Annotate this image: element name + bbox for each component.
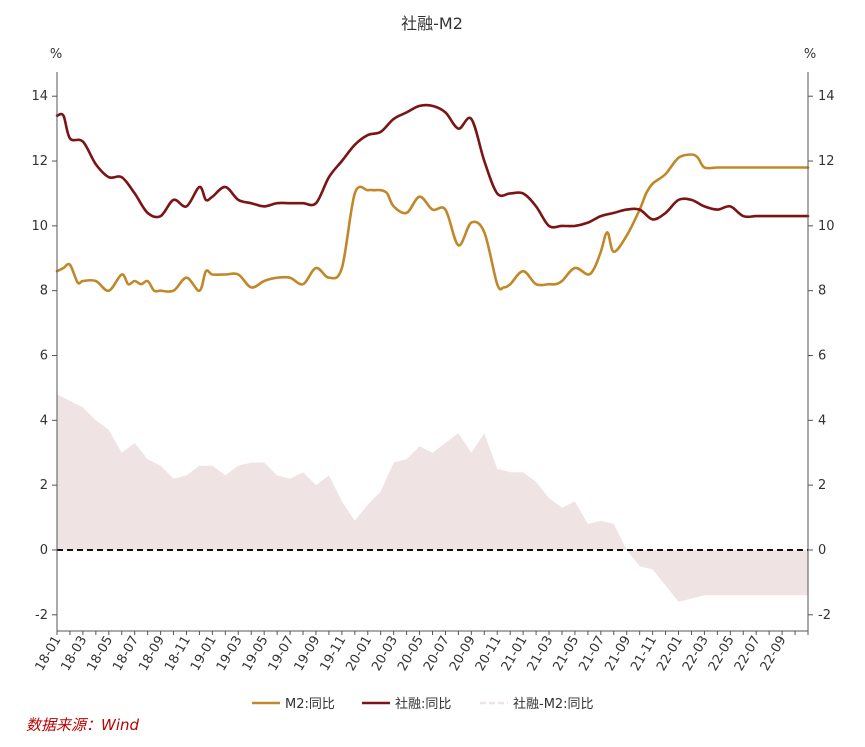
chart-title: 社融-M2 [401,14,463,33]
legend-label-tsf: 社融:同比 [395,696,451,712]
x-tick-label: 22-09 [758,634,790,674]
legend-item-diff: 社融-M2:同比 [480,696,594,712]
legend-label-diff: 社融-M2:同比 [513,696,594,712]
y-tick-label-right: 0 [818,543,826,558]
series-line-tsf [55,103,810,229]
data-source-note: 数据来源：Wind [26,716,140,734]
x-ticks: 18-0118-0318-0518-0718-0918-1119-0119-03… [33,631,809,674]
y-tick-label-right: 14 [818,89,835,104]
plot-area [55,103,810,602]
y-tick-label-right: 8 [818,284,826,299]
y-tick-label-right: 12 [818,154,835,169]
y-tick-label-right: 4 [818,413,826,428]
legend-item-m2: M2:同比 [252,697,335,712]
series-line-m2 [55,153,810,293]
y-tick-label-right: 6 [818,349,826,364]
y-tick-label-left: 12 [31,154,48,169]
y-tick-label-left: 10 [31,219,48,234]
y-tick-label-right: 2 [818,478,826,493]
y-tick-label-right: -2 [818,608,831,623]
legend-label-m2: M2:同比 [285,697,335,712]
y-tick-label-left: 6 [40,349,48,364]
right-axis-unit: % [804,47,816,62]
y-tick-label-left: 0 [40,543,48,558]
legend-item-tsf: 社融:同比 [362,696,451,712]
y-ticks-left: -2 0 2 4 6 8 10 12 14 [31,89,57,623]
y-tick-label-right: 10 [818,219,835,234]
y-tick-label-left: -2 [35,608,48,623]
y-tick-label-left: 8 [40,284,48,299]
left-axis-unit: % [50,47,62,62]
legend: M2:同比 社融:同比 社融-M2:同比 [252,696,594,712]
y-tick-label-left: 14 [31,89,48,104]
series-area-diff [57,394,808,602]
y-tick-label-left: 4 [40,413,48,428]
y-ticks-right: -2 0 2 4 6 8 10 12 14 [808,89,835,623]
y-tick-label-left: 2 [40,478,48,493]
